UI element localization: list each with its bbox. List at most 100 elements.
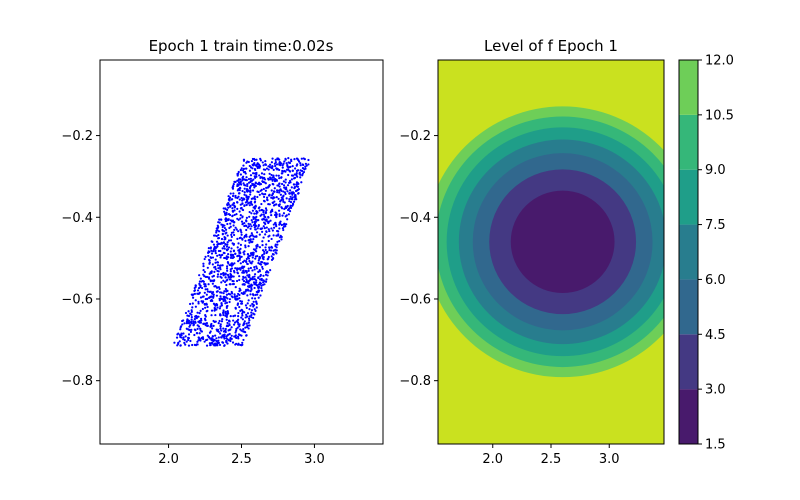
scatter-point [243, 178, 246, 181]
scatter-point [245, 195, 248, 198]
scatter-point [260, 277, 263, 281]
scatter-point [226, 222, 229, 226]
scatter-point [209, 299, 212, 302]
scatter-point [236, 172, 239, 176]
scatter-point [270, 161, 273, 164]
scatter-point [272, 174, 275, 177]
scatter-point [251, 209, 255, 212]
scatter-point [272, 249, 275, 252]
scatter-point [200, 280, 203, 283]
scatter-ytick-label: −0.2 [61, 129, 93, 144]
scatter-point [191, 302, 194, 305]
contour-x-axis: 2.0 2.5 3.0 [482, 444, 620, 467]
scatter-point [218, 264, 222, 267]
scatter-point [198, 282, 201, 285]
scatter-point [209, 295, 212, 299]
scatter-point [251, 293, 255, 296]
scatter-point [218, 319, 221, 323]
scatter-point [304, 165, 307, 168]
scatter-point [271, 229, 274, 232]
scatter-point [197, 336, 200, 339]
scatter-point [234, 286, 237, 289]
scatter-point [194, 299, 197, 302]
scatter-point [239, 182, 242, 185]
scatter-point [240, 233, 243, 236]
scatter-point [216, 275, 219, 278]
scatter-point [184, 335, 187, 338]
scatter-point [212, 302, 216, 305]
scatter-point [214, 343, 217, 347]
scatter-point [223, 235, 226, 239]
scatter-point [254, 220, 258, 223]
scatter-point [241, 314, 244, 317]
scatter-point [253, 297, 257, 300]
scatter-point [270, 167, 274, 170]
scatter-y-axis: −0.2 −0.4 −0.6 −0.8 [61, 129, 100, 389]
scatter-point [268, 194, 271, 197]
scatter-point [292, 191, 295, 195]
scatter-point [275, 196, 278, 199]
scatter-point [241, 215, 244, 218]
scatter-point [259, 263, 262, 266]
scatter-xtick-label: 2.5 [231, 452, 252, 467]
scatter-point [233, 221, 236, 224]
scatter-point [257, 225, 260, 228]
scatter-point [229, 253, 233, 256]
scatter-point [231, 187, 235, 190]
scatter-point [262, 274, 265, 277]
scatter-point [189, 339, 192, 343]
scatter-point [299, 176, 302, 179]
scatter-point [226, 342, 229, 345]
scatter-point [176, 333, 179, 336]
scatter-point [284, 207, 287, 210]
scatter-point [246, 312, 250, 315]
scatter-point [253, 172, 257, 175]
scatter-point [232, 202, 236, 205]
scatter-point [225, 318, 228, 321]
scatter-point [241, 341, 244, 344]
scatter-point [241, 179, 244, 182]
scatter-point [248, 285, 251, 289]
scatter-point [213, 308, 216, 311]
scatter-point [231, 207, 234, 210]
scatter-point [208, 272, 211, 275]
scatter-point [204, 306, 207, 309]
scatter-point [299, 162, 302, 165]
scatter-point [193, 317, 196, 321]
scatter-point [237, 318, 240, 321]
scatter-point [274, 158, 277, 161]
scatter-point [187, 310, 190, 313]
scatter-point [252, 217, 255, 220]
scatter-point [304, 162, 307, 165]
scatter-point [220, 237, 224, 241]
scatter-point [232, 233, 236, 237]
scatter-point [236, 246, 239, 249]
scatter-point [280, 235, 283, 239]
scatter-point [245, 315, 249, 318]
scatter-point [224, 228, 228, 231]
scatter-point [247, 299, 250, 302]
scatter-point [246, 256, 250, 259]
scatter-point [249, 227, 252, 230]
scatter-point [270, 196, 273, 199]
scatter-point [282, 228, 285, 232]
scatter-point [258, 183, 261, 186]
scatter-point [251, 189, 255, 192]
scatter-point [251, 240, 254, 243]
scatter-point [267, 203, 270, 206]
scatter-point [230, 334, 233, 337]
scatter-point [262, 225, 265, 228]
scatter-point [296, 185, 299, 188]
scatter-point [234, 226, 237, 229]
scatter-point [288, 161, 292, 165]
scatter-point [216, 261, 219, 264]
scatter-point [258, 181, 261, 184]
scatter-point [242, 292, 245, 296]
scatter-point [184, 343, 187, 346]
scatter-point [252, 178, 255, 181]
scatter-point [211, 292, 214, 295]
scatter-point [293, 193, 297, 197]
scatter-point [225, 305, 228, 308]
scatter-point [232, 315, 235, 318]
scatter-point [214, 261, 217, 264]
